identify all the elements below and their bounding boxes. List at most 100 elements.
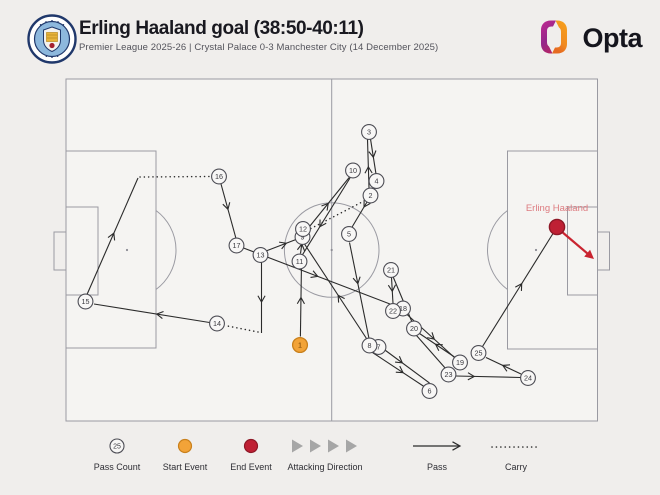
end-event-player-label: Erling Haaland <box>526 203 588 214</box>
left-penalty-spot <box>125 248 129 252</box>
pass-arrowhead <box>310 270 319 279</box>
pass-arrowhead <box>155 310 164 320</box>
pass-marker <box>406 320 422 337</box>
header: Erling Haaland goal (38:50-40:11) Premie… <box>0 0 660 76</box>
pass-marker <box>385 303 401 319</box>
pass-arrowhead <box>278 241 288 250</box>
pass-marker <box>228 237 245 254</box>
pass-arrowhead <box>337 294 345 303</box>
pass-marker <box>341 226 357 242</box>
pass-line <box>392 276 413 323</box>
carry-line <box>224 324 259 333</box>
opta-brand-icon <box>541 20 568 54</box>
start-event-icon <box>177 438 193 454</box>
pass-marker-number: 13 <box>257 251 265 260</box>
legend-end-event: End Event <box>230 438 272 472</box>
pass-line <box>220 183 237 239</box>
pass-line <box>304 243 367 339</box>
pass-arrowhead <box>515 282 523 291</box>
legend-carry: Carry <box>491 446 541 472</box>
pass-line <box>301 177 351 256</box>
pass-marker <box>362 187 379 204</box>
end-event-icon <box>243 438 259 454</box>
legend-end-event-label: End Event <box>230 462 272 472</box>
pass-marker-number: 16 <box>215 172 223 181</box>
pass-marker <box>209 315 225 332</box>
pass-line <box>416 335 447 370</box>
pass-line <box>455 375 521 379</box>
pass-line <box>482 233 554 347</box>
pass-marker <box>452 354 468 371</box>
pass-line <box>86 177 139 295</box>
attacking-direction-icon <box>292 439 303 453</box>
start-event-marker <box>291 336 309 354</box>
manchester-city-badge-icon <box>27 14 77 64</box>
pass-line <box>372 352 425 387</box>
pass-arrowhead <box>296 296 305 305</box>
goal-arrowhead <box>584 249 594 259</box>
attacking-direction-icon <box>310 439 321 453</box>
pass-marker-number: 12 <box>299 225 307 234</box>
left-penalty-arc <box>155 210 177 290</box>
pass-line <box>243 247 397 308</box>
pass-arrowhead <box>352 276 361 285</box>
page-subtitle: Premier League 2025-26 | Crystal Palace … <box>79 42 439 53</box>
left-goal <box>53 231 67 271</box>
center-spot <box>330 248 333 252</box>
pass-arrowhead <box>257 295 266 304</box>
pass-arrowhead <box>395 356 404 364</box>
legend-pass-label: Pass <box>427 462 448 472</box>
pass-marker <box>211 168 227 185</box>
pass-arrowhead <box>434 343 443 352</box>
page-title: Erling Haaland goal (38:50-40:11) <box>79 18 364 39</box>
pass-marker <box>421 383 438 399</box>
pass-marker <box>361 337 378 354</box>
pass-marker-number: 5 <box>347 230 351 239</box>
right-penalty-spot <box>534 248 538 252</box>
pass-marker-number: 19 <box>456 358 464 367</box>
pass-marker-number: 4 <box>375 177 379 186</box>
legend-pass-count-number: 25 <box>113 444 121 451</box>
pass-arrowhead <box>321 202 329 211</box>
legend-attacking-direction: Attacking Direction <box>287 439 363 472</box>
opta-brand-name: Opta <box>582 22 642 53</box>
pass-arrowhead <box>107 232 116 241</box>
pass-marker-number: 2 <box>369 191 373 200</box>
pass-marker-number: 25 <box>475 349 483 358</box>
pass-line <box>381 347 430 384</box>
attacking-direction-icon <box>346 439 357 453</box>
attacking-direction-icon <box>328 439 339 453</box>
legend-pass-count: 25 Pass Count <box>94 438 141 472</box>
pass-arrowhead <box>222 202 231 211</box>
legend-attacking-direction-label: Attacking Direction <box>287 462 362 472</box>
pass-marker <box>361 124 377 140</box>
pass-marker-number: 8 <box>368 341 372 350</box>
pass-line <box>348 242 370 339</box>
pass-marker <box>368 173 385 189</box>
manchester-city-badge <box>27 14 77 69</box>
end-event-marker <box>548 218 566 236</box>
legend-pass-count-label: Pass Count <box>94 462 141 472</box>
opta-logo: Opta <box>537 16 642 58</box>
pass-arrowhead <box>319 219 327 228</box>
pass-marker-number: 1 <box>298 341 302 350</box>
legend: 25 Pass Count Start Event End Event Atta… <box>94 438 541 472</box>
goal-arrow <box>560 230 592 258</box>
pass-marker <box>291 253 308 270</box>
pass-marker-number: 20 <box>410 324 418 333</box>
pass-marker-number: 6 <box>428 387 432 396</box>
pass-arrowhead <box>364 165 373 174</box>
pass-line <box>299 262 303 337</box>
pass-arrowhead <box>467 372 476 381</box>
pass-marker <box>345 162 361 179</box>
pass-marker <box>252 247 269 263</box>
pass-arrowhead <box>395 365 404 374</box>
pass-marker <box>77 293 94 310</box>
pass-marker-number: 14 <box>213 319 221 328</box>
pass-marker <box>440 366 457 383</box>
pass-marker-number: 3 <box>367 128 371 137</box>
pass-marker-number: 15 <box>82 297 90 306</box>
pass-marker-number: 10 <box>349 166 357 175</box>
